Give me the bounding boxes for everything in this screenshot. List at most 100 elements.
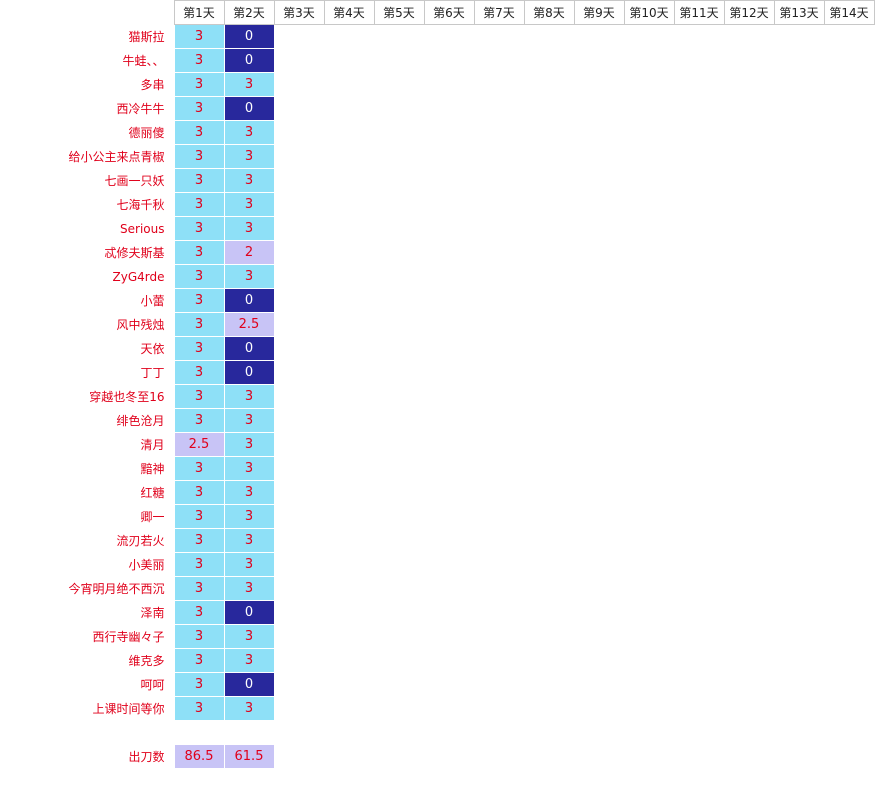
empty-cell: [474, 169, 524, 193]
empty-cell: [374, 169, 424, 193]
day-header[interactable]: 第13天: [773, 0, 825, 25]
empty-cell: [624, 97, 674, 121]
day-header[interactable]: 第2天: [223, 0, 275, 25]
score-cell[interactable]: 3: [173, 576, 225, 601]
score-cell[interactable]: 3: [173, 24, 225, 49]
score-cell[interactable]: 3: [173, 144, 225, 169]
empty-cell: [624, 241, 674, 265]
score-cell[interactable]: 3: [223, 168, 275, 193]
table-row: 维克多 3 3: [0, 648, 874, 673]
score-cell[interactable]: 3: [223, 432, 275, 457]
empty-cell: [424, 289, 474, 313]
score-cell[interactable]: 3: [173, 168, 225, 193]
empty-cell: [374, 505, 424, 529]
score-cell[interactable]: 3: [173, 384, 225, 409]
score-cell[interactable]: 3: [173, 96, 225, 121]
score-cell[interactable]: 3: [173, 600, 225, 625]
score-cell[interactable]: 0: [223, 672, 275, 697]
score-cell[interactable]: 2.5: [173, 432, 225, 457]
score-cell[interactable]: 3: [173, 408, 225, 433]
day-header[interactable]: 第14天: [823, 0, 875, 25]
empty-cell: [374, 529, 424, 553]
score-cell[interactable]: 3: [173, 264, 225, 289]
score-cell[interactable]: 3: [223, 624, 275, 649]
day-header[interactable]: 第7天: [473, 0, 525, 25]
empty-cell: [774, 241, 824, 265]
score-cell[interactable]: 0: [223, 48, 275, 73]
score-cell[interactable]: 3: [223, 192, 275, 217]
empty-cell: [274, 217, 324, 241]
score-cell[interactable]: 3: [173, 456, 225, 481]
score-cell[interactable]: 0: [223, 96, 275, 121]
empty-cell: [674, 289, 724, 313]
empty-cell: [474, 601, 524, 625]
empty-cell: [574, 481, 624, 505]
day-header[interactable]: 第5天: [373, 0, 425, 25]
score-cell[interactable]: 3: [223, 72, 275, 97]
day-header[interactable]: 第3天: [273, 0, 325, 25]
score-cell[interactable]: 3: [223, 264, 275, 289]
score-cell[interactable]: 3: [223, 504, 275, 529]
score-cell[interactable]: 3: [223, 120, 275, 145]
empty-cell: [624, 553, 674, 577]
score-cell[interactable]: 3: [223, 480, 275, 505]
empty-cell: [474, 241, 524, 265]
table-row: 泽南 3 0: [0, 600, 874, 625]
score-cell[interactable]: 3: [173, 528, 225, 553]
score-cell[interactable]: 3: [223, 576, 275, 601]
score-cell[interactable]: 3: [173, 240, 225, 265]
score-cell[interactable]: 3: [173, 72, 225, 97]
empty-cell: [424, 385, 474, 409]
table-row: 多串 3 3: [0, 72, 874, 97]
total-cell[interactable]: 86.5: [173, 744, 225, 769]
score-cell[interactable]: 0: [223, 600, 275, 625]
score-cell[interactable]: 3: [223, 552, 275, 577]
day-header[interactable]: 第8天: [523, 0, 575, 25]
day-header[interactable]: 第11天: [673, 0, 725, 25]
score-cell[interactable]: 0: [223, 24, 275, 49]
day-header[interactable]: 第12天: [723, 0, 775, 25]
empty-cell: [724, 73, 774, 97]
score-cell[interactable]: 3: [173, 696, 225, 721]
empty-cell: [774, 457, 824, 481]
table-row: 红糖 3 3: [0, 480, 874, 505]
day-header[interactable]: 第6天: [423, 0, 475, 25]
empty-cell: [574, 193, 624, 217]
score-cell[interactable]: 3: [173, 624, 225, 649]
score-cell[interactable]: 3: [173, 648, 225, 673]
score-cell[interactable]: 3: [173, 288, 225, 313]
score-cell[interactable]: 2: [223, 240, 275, 265]
total-cell[interactable]: 61.5: [223, 744, 275, 769]
score-cell[interactable]: 3: [223, 408, 275, 433]
score-cell[interactable]: 3: [173, 672, 225, 697]
score-cell[interactable]: 3: [173, 336, 225, 361]
score-cell[interactable]: 3: [173, 312, 225, 337]
empty-cell: [724, 289, 774, 313]
score-cell[interactable]: 3: [223, 384, 275, 409]
score-cell[interactable]: 3: [223, 456, 275, 481]
empty-cell: [374, 241, 424, 265]
score-cell[interactable]: 0: [223, 288, 275, 313]
score-cell[interactable]: 3: [223, 144, 275, 169]
score-cell[interactable]: 3: [173, 216, 225, 241]
score-cell[interactable]: 3: [173, 480, 225, 505]
score-cell[interactable]: 3: [223, 528, 275, 553]
day-header[interactable]: 第1天: [173, 0, 225, 25]
score-cell[interactable]: 0: [223, 336, 275, 361]
score-cell[interactable]: 0: [223, 360, 275, 385]
day-header[interactable]: 第4天: [323, 0, 375, 25]
score-cell[interactable]: 3: [223, 216, 275, 241]
score-cell[interactable]: 3: [223, 648, 275, 673]
score-cell[interactable]: 3: [173, 120, 225, 145]
score-cell[interactable]: 3: [173, 552, 225, 577]
score-cell[interactable]: 3: [173, 504, 225, 529]
score-cell[interactable]: 3: [223, 696, 275, 721]
empty-cell: [324, 649, 374, 673]
score-cell[interactable]: 3: [173, 48, 225, 73]
score-cell[interactable]: 3: [173, 192, 225, 217]
day-header[interactable]: 第9天: [573, 0, 625, 25]
score-cell[interactable]: 2.5: [223, 312, 275, 337]
empty-cell: [624, 577, 674, 601]
score-cell[interactable]: 3: [173, 360, 225, 385]
day-header[interactable]: 第10天: [623, 0, 675, 25]
